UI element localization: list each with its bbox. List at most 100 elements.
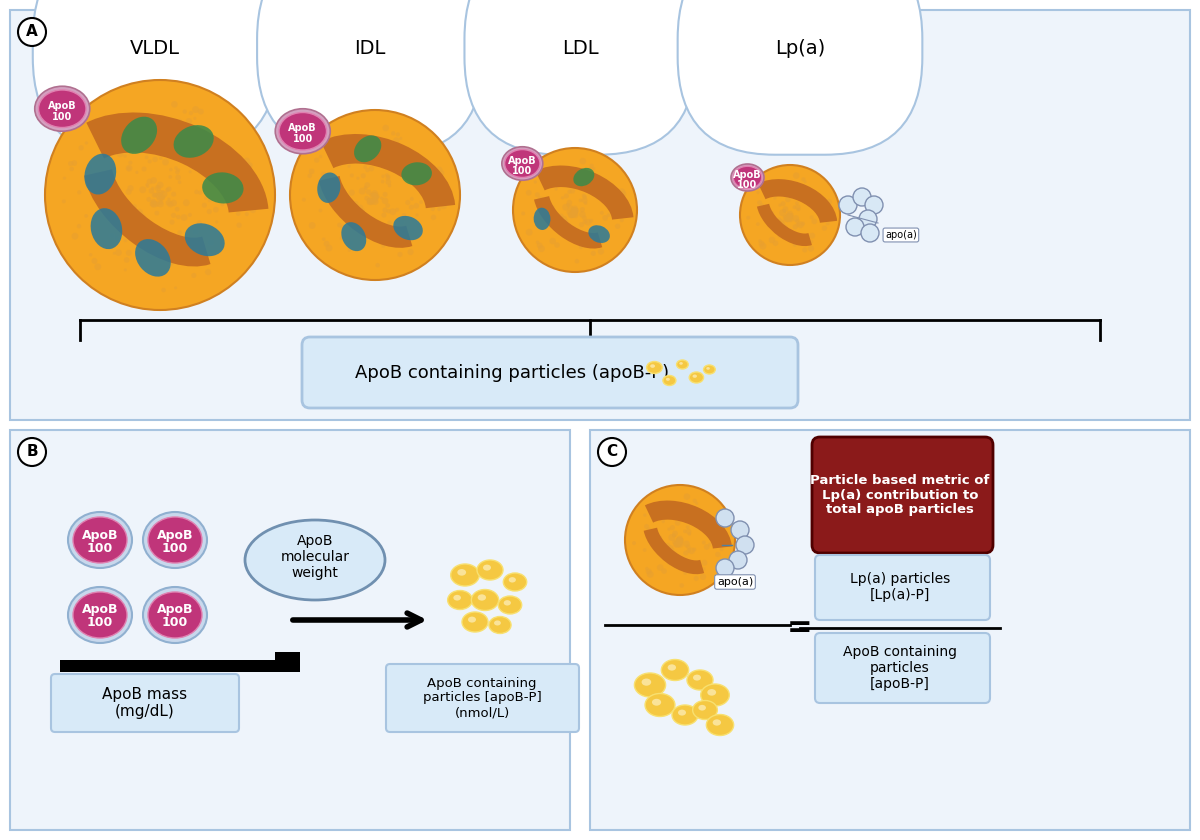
Circle shape <box>570 212 576 218</box>
Circle shape <box>331 192 336 197</box>
Circle shape <box>560 232 565 238</box>
Circle shape <box>370 193 373 197</box>
Circle shape <box>428 188 432 192</box>
Circle shape <box>574 212 577 216</box>
Circle shape <box>702 567 706 570</box>
Circle shape <box>308 169 314 174</box>
Ellipse shape <box>468 617 476 622</box>
Circle shape <box>113 252 115 255</box>
Circle shape <box>730 551 746 569</box>
Ellipse shape <box>713 719 721 726</box>
Circle shape <box>708 543 712 547</box>
Ellipse shape <box>245 520 385 600</box>
Circle shape <box>782 209 786 212</box>
FancyBboxPatch shape <box>10 430 570 830</box>
Circle shape <box>787 234 792 239</box>
Circle shape <box>227 172 232 177</box>
Circle shape <box>156 186 160 189</box>
Circle shape <box>811 218 817 224</box>
Circle shape <box>373 193 376 197</box>
Circle shape <box>146 197 151 202</box>
Circle shape <box>692 548 696 552</box>
Circle shape <box>683 550 689 555</box>
Circle shape <box>373 198 378 202</box>
Circle shape <box>101 192 106 197</box>
Circle shape <box>616 208 620 214</box>
Circle shape <box>822 225 827 231</box>
Circle shape <box>181 214 187 221</box>
Circle shape <box>391 131 396 135</box>
Ellipse shape <box>731 164 764 191</box>
Circle shape <box>661 568 667 574</box>
Ellipse shape <box>482 564 491 570</box>
Circle shape <box>683 571 688 575</box>
Circle shape <box>88 164 92 169</box>
Circle shape <box>124 128 127 131</box>
Circle shape <box>604 181 608 186</box>
Circle shape <box>398 219 404 225</box>
Circle shape <box>91 258 97 264</box>
Circle shape <box>160 156 162 160</box>
Ellipse shape <box>457 569 466 575</box>
Circle shape <box>331 144 336 149</box>
Circle shape <box>382 175 385 178</box>
Circle shape <box>364 165 367 169</box>
Ellipse shape <box>672 705 698 725</box>
Text: VLDL: VLDL <box>130 39 180 57</box>
Circle shape <box>536 243 542 249</box>
Circle shape <box>778 232 785 239</box>
Circle shape <box>779 209 786 216</box>
Circle shape <box>715 538 721 544</box>
Circle shape <box>683 540 690 547</box>
Circle shape <box>802 177 805 181</box>
Ellipse shape <box>692 701 718 720</box>
Circle shape <box>324 177 330 183</box>
Circle shape <box>620 191 626 197</box>
Circle shape <box>686 549 691 553</box>
Circle shape <box>572 234 577 239</box>
Circle shape <box>574 208 580 214</box>
Circle shape <box>385 176 390 181</box>
Circle shape <box>826 199 832 205</box>
Circle shape <box>688 514 694 519</box>
Circle shape <box>89 253 92 256</box>
Circle shape <box>367 198 374 205</box>
Circle shape <box>619 218 624 223</box>
Circle shape <box>763 211 767 214</box>
Circle shape <box>582 175 588 181</box>
Circle shape <box>649 507 656 512</box>
Ellipse shape <box>678 710 686 716</box>
FancyBboxPatch shape <box>50 674 239 732</box>
Circle shape <box>160 194 166 200</box>
Circle shape <box>100 129 106 134</box>
Circle shape <box>692 499 697 503</box>
Circle shape <box>572 209 577 214</box>
Circle shape <box>676 542 682 547</box>
Circle shape <box>186 118 192 124</box>
Circle shape <box>560 197 564 199</box>
Circle shape <box>206 209 212 214</box>
Ellipse shape <box>143 587 208 643</box>
Circle shape <box>181 260 186 264</box>
Circle shape <box>600 211 604 215</box>
Circle shape <box>670 525 674 530</box>
Circle shape <box>600 188 605 192</box>
Text: ApoB containing
particles
[apoB-P]: ApoB containing particles [apoB-P] <box>842 645 958 691</box>
Circle shape <box>386 209 391 213</box>
Circle shape <box>191 273 197 278</box>
Circle shape <box>679 583 684 588</box>
Circle shape <box>404 173 409 178</box>
Circle shape <box>167 197 170 201</box>
Circle shape <box>618 188 625 195</box>
Circle shape <box>676 538 679 542</box>
Circle shape <box>149 118 151 122</box>
Circle shape <box>542 172 547 177</box>
Circle shape <box>667 559 674 565</box>
Circle shape <box>780 201 786 207</box>
Circle shape <box>139 186 146 193</box>
Circle shape <box>572 212 578 218</box>
Circle shape <box>578 222 584 227</box>
Circle shape <box>136 171 138 174</box>
Circle shape <box>760 243 767 249</box>
Circle shape <box>542 206 546 209</box>
